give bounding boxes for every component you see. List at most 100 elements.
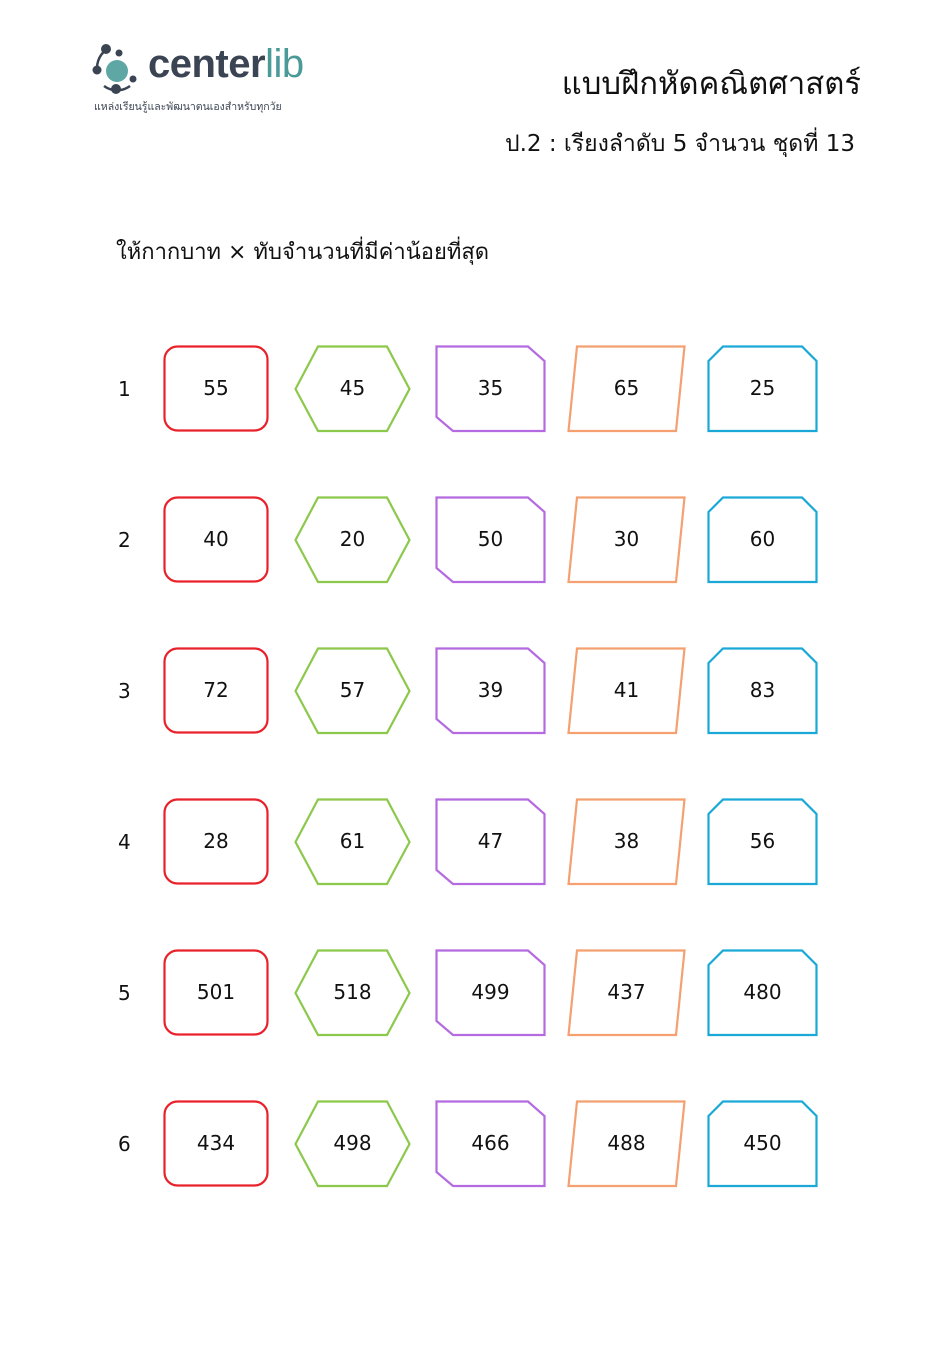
number-choice-top-cut-rectangle[interactable]: 480: [707, 949, 818, 1039]
choice-value: 20: [339, 527, 366, 551]
parallelogram-shape: [567, 1100, 686, 1188]
number-choice-hexagon[interactable]: 57: [294, 647, 411, 737]
choice-value: 57: [339, 678, 366, 702]
hexagon-shape: [294, 1100, 411, 1188]
choice-value: 45: [339, 376, 366, 400]
number-choice-cut-corner-rectangle[interactable]: 47: [435, 798, 546, 888]
number-choice-parallelogram[interactable]: 488: [567, 1100, 686, 1190]
parallelogram-shape: [567, 496, 686, 584]
parallelogram-shape: [567, 798, 686, 886]
number-choice-hexagon[interactable]: 45: [294, 345, 411, 435]
choice-value: 498: [333, 1131, 372, 1155]
top-cut-rectangle-shape: [707, 1100, 818, 1188]
number-choice-cut-corner-rectangle[interactable]: 466: [435, 1100, 546, 1190]
exercise-row: 1 55 45 35 65 25: [0, 345, 951, 435]
exercise-row: 4 28 61 47 38 56: [0, 798, 951, 888]
number-choice-cut-corner-rectangle[interactable]: 35: [435, 345, 546, 435]
number-choice-hexagon[interactable]: 518: [294, 949, 411, 1039]
choice-value: 30: [613, 527, 640, 551]
parallelogram-shape: [567, 345, 686, 433]
number-choice-top-cut-rectangle[interactable]: 25: [707, 345, 818, 435]
top-cut-rectangle-shape: [707, 345, 818, 433]
number-choice-parallelogram[interactable]: 41: [567, 647, 686, 737]
row-number: 3: [118, 679, 131, 703]
top-cut-rectangle-shape: [707, 798, 818, 886]
choice-value: 488: [607, 1131, 646, 1155]
number-choice-cut-corner-rectangle[interactable]: 50: [435, 496, 546, 586]
cut-corner-rectangle-shape: [435, 949, 546, 1037]
cut-corner-rectangle-shape: [435, 647, 546, 735]
logo-tagline: แหล่งเรียนรู้และพัฒนาตนเองสำหรับทุกวัย: [94, 101, 282, 113]
number-choice-parallelogram[interactable]: 65: [567, 345, 686, 435]
number-choice-parallelogram[interactable]: 30: [567, 496, 686, 586]
choice-value: 501: [196, 980, 236, 1004]
choice-value: 466: [471, 1131, 510, 1155]
hexagon-shape: [294, 798, 411, 886]
exercise-row: 3 72 57 39 41 83: [0, 647, 951, 737]
choice-value: 25: [749, 376, 776, 400]
number-choice-hexagon[interactable]: 20: [294, 496, 411, 586]
parallelogram-shape: [567, 647, 686, 735]
choice-value: 61: [339, 829, 366, 853]
number-choice-parallelogram[interactable]: 38: [567, 798, 686, 888]
choice-value: 72: [203, 678, 229, 702]
choice-value: 480: [743, 980, 782, 1004]
parallelogram-shape: [567, 949, 686, 1037]
number-choice-rounded-rectangle[interactable]: 501: [163, 949, 269, 1039]
page-subtitle: ป.2 : เรียงลำดับ 5 จำนวน ชุดที่ 13: [505, 131, 855, 157]
number-choice-rounded-rectangle[interactable]: 55: [163, 345, 269, 435]
choice-value: 437: [607, 980, 646, 1004]
choice-value: 60: [749, 527, 776, 551]
top-cut-rectangle-shape: [707, 496, 818, 584]
number-choice-hexagon[interactable]: 61: [294, 798, 411, 888]
rounded-rectangle-shape: [163, 647, 269, 734]
row-number: 4: [118, 830, 131, 854]
cut-corner-rectangle-shape: [435, 1100, 546, 1188]
hexagon-shape: [294, 345, 411, 433]
number-choice-cut-corner-rectangle[interactable]: 499: [435, 949, 546, 1039]
hexagon-shape: [294, 496, 411, 584]
number-choice-top-cut-rectangle[interactable]: 450: [707, 1100, 818, 1190]
choice-value: 41: [613, 678, 640, 702]
choice-value: 499: [471, 980, 510, 1004]
number-choice-parallelogram[interactable]: 437: [567, 949, 686, 1039]
hexagon-shape: [294, 647, 411, 735]
number-choice-rounded-rectangle[interactable]: 28: [163, 798, 269, 888]
choice-value: 434: [196, 1131, 236, 1155]
rounded-rectangle-shape: [163, 496, 269, 583]
cut-corner-rectangle-shape: [435, 798, 546, 886]
row-number: 5: [118, 981, 131, 1005]
rounded-rectangle-shape: [163, 949, 269, 1036]
instruction-text: ให้กากบาท × ทับจำนวนที่มีค่าน้อยที่สุด: [116, 240, 490, 265]
row-number: 6: [118, 1132, 131, 1156]
rounded-rectangle-shape: [163, 345, 269, 432]
choice-value: 28: [203, 829, 229, 853]
exercise-row: 6 434 498 466 488 450: [0, 1100, 951, 1190]
row-number: 1: [118, 377, 131, 401]
number-choice-rounded-rectangle[interactable]: 434: [163, 1100, 269, 1190]
number-choice-rounded-rectangle[interactable]: 72: [163, 647, 269, 737]
number-choice-top-cut-rectangle[interactable]: 83: [707, 647, 818, 737]
top-cut-rectangle-shape: [707, 647, 818, 735]
choice-value: 450: [743, 1131, 782, 1155]
choice-value: 38: [613, 829, 640, 853]
choice-value: 39: [477, 678, 504, 702]
logo-wordmark: centerlib: [148, 42, 304, 86]
choice-value: 518: [333, 980, 372, 1004]
exercise-row: 5 501 518 499 437 480: [0, 949, 951, 1039]
cut-corner-rectangle-shape: [435, 496, 546, 584]
choice-value: 47: [477, 829, 504, 853]
choice-value: 35: [477, 376, 504, 400]
choice-value: 83: [749, 678, 776, 702]
rounded-rectangle-shape: [163, 1100, 269, 1187]
choice-value: 65: [613, 376, 640, 400]
hexagon-shape: [294, 949, 411, 1037]
number-choice-cut-corner-rectangle[interactable]: 39: [435, 647, 546, 737]
number-choice-rounded-rectangle[interactable]: 40: [163, 496, 269, 586]
logo-network-icon: [92, 44, 137, 94]
number-choice-top-cut-rectangle[interactable]: 56: [707, 798, 818, 888]
number-choice-hexagon[interactable]: 498: [294, 1100, 411, 1190]
top-cut-rectangle-shape: [707, 949, 818, 1037]
choice-value: 50: [477, 527, 504, 551]
number-choice-top-cut-rectangle[interactable]: 60: [707, 496, 818, 586]
